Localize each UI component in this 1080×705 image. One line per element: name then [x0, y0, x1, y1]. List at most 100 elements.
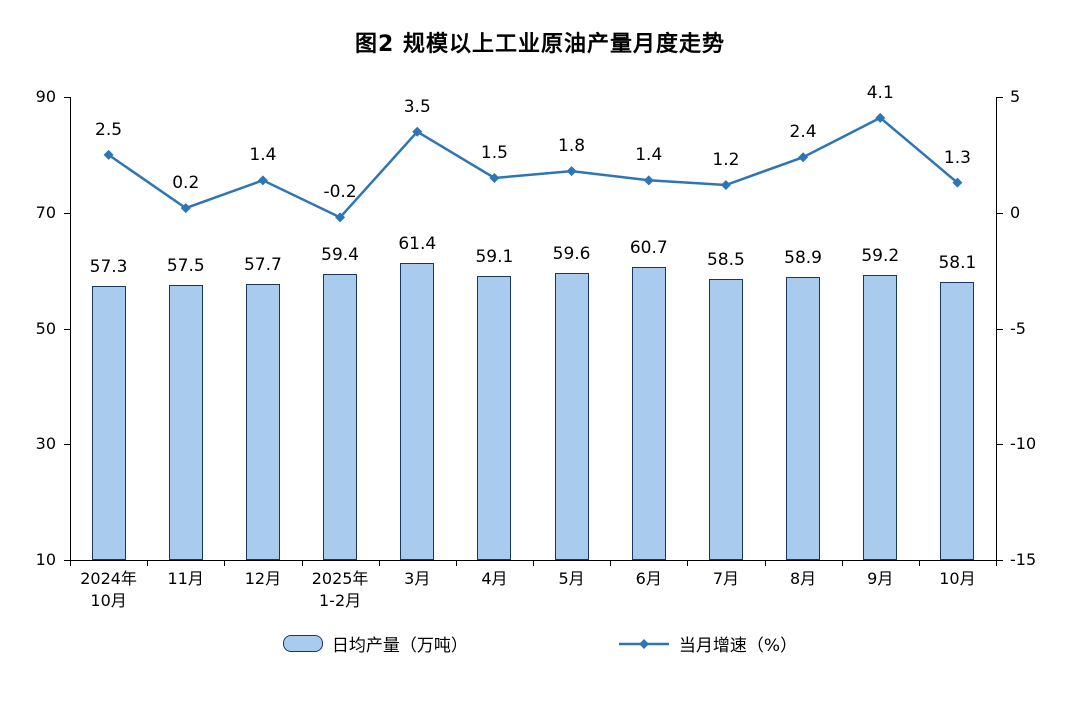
category-axis-tick [455, 561, 457, 566]
category-axis-tick [841, 561, 843, 566]
line-value-label: 1.3 [943, 147, 971, 168]
category-label: 3月 [379, 568, 456, 590]
line-value-label: 3.5 [403, 96, 431, 117]
line-marker-diamond-icon [103, 149, 114, 160]
bar-value-label: 60.7 [629, 237, 668, 258]
legend-item-line: 当月增速（%） [618, 631, 797, 656]
left-axis-line [70, 97, 71, 560]
line-value-label: 1.8 [558, 136, 586, 157]
legend-line-marker-icon [618, 638, 669, 649]
category-label: 6月 [610, 568, 687, 590]
category-label: 8月 [765, 568, 842, 590]
category-label-line: 10月 [939, 569, 976, 588]
right-axis-tick [997, 560, 1003, 561]
category-axis-tick [224, 561, 226, 566]
category-label-line: 9月 [867, 569, 894, 588]
right-axis-tick [997, 212, 1003, 214]
bar [400, 262, 435, 560]
left-axis-tick [64, 212, 70, 214]
category-label: 7月 [687, 568, 764, 590]
bar [245, 283, 280, 560]
legend-item-bar: 日均产量（万吨） [282, 631, 468, 656]
line-marker-diamond-icon [412, 126, 423, 137]
legend-bar-label: 日均产量（万吨） [331, 636, 468, 656]
line-marker-diamond-icon [566, 166, 577, 177]
line-value-label: 0.2 [172, 173, 200, 194]
bar-value-label: 57.3 [89, 257, 128, 278]
line-marker-diamond-icon [643, 175, 654, 186]
right-axis-tick [997, 328, 1003, 330]
chart-title: 图2 规模以上工业原油产量月度走势 [355, 32, 725, 57]
bar [708, 279, 743, 560]
bar [323, 274, 358, 560]
line-marker-diamond-icon [875, 112, 886, 123]
category-axis-tick [996, 561, 997, 566]
line-value-label: 4.1 [866, 82, 894, 103]
bar-value-label: 59.4 [321, 245, 359, 266]
bottom-axis-line [70, 560, 997, 561]
category-label: 12月 [224, 568, 301, 590]
category-label-line: 4月 [481, 569, 508, 588]
bar [863, 275, 898, 560]
right-axis-label: 0 [1010, 202, 1021, 222]
bar [940, 281, 975, 560]
bar-value-label: 57.5 [166, 256, 205, 277]
line-value-label: 1.5 [480, 143, 508, 164]
line-marker-diamond-icon [952, 177, 963, 188]
legend-line-label: 当月增速（%） [678, 636, 798, 656]
category-label-line: 1-2月 [319, 591, 362, 610]
category-axis-tick [764, 561, 766, 566]
category-label: 11月 [147, 568, 224, 590]
line-marker-diamond-icon [720, 179, 731, 190]
bar-value-label: 57.7 [243, 254, 282, 275]
category-label-line: 10月 [90, 591, 127, 610]
bar [477, 275, 512, 560]
category-axis-tick [70, 561, 71, 566]
category-axis-tick [610, 561, 612, 566]
category-label-line: 12月 [244, 569, 282, 588]
line-marker-diamond-icon [489, 173, 500, 184]
line-marker-diamond-icon [257, 175, 268, 186]
left-axis-tick [64, 560, 70, 561]
line-value-label: 1.2 [712, 149, 740, 170]
legend-bar-swatch-icon [282, 635, 323, 652]
line-marker-diamond-icon [335, 212, 346, 223]
category-label: 2024年 10月 [70, 568, 147, 612]
line-value-label: -0.2 [323, 182, 357, 203]
category-label: 2025年 1-2月 [302, 568, 379, 612]
line-value-label: 1.4 [249, 145, 277, 166]
category-label-line: 3月 [404, 569, 431, 588]
bar-value-label: 59.6 [552, 243, 591, 264]
category-axis-tick [301, 561, 303, 566]
line-value-label: 1.4 [635, 145, 663, 166]
line-marker-diamond-icon [180, 203, 191, 214]
category-axis-tick [533, 561, 534, 566]
category-label-line: 6月 [635, 569, 662, 588]
category-axis-tick [687, 561, 689, 566]
left-axis-tick [64, 444, 70, 446]
category-axis-tick [147, 561, 149, 566]
bar-value-label: 59.2 [861, 246, 900, 267]
line-marker-diamond-icon [798, 152, 809, 163]
right-axis-tick [997, 97, 1003, 98]
category-label-line: 11月 [167, 569, 204, 588]
right-axis-label: -5 [1010, 318, 1026, 338]
right-axis-label: -10 [1010, 434, 1037, 454]
category-label: 4月 [456, 568, 533, 590]
line-path [107, 116, 959, 219]
bar [91, 286, 126, 560]
category-axis-tick [378, 561, 380, 566]
bar [631, 266, 666, 560]
left-axis-tick [64, 328, 70, 330]
left-axis-label: 90 [35, 87, 56, 106]
bar-value-label: 58.1 [938, 252, 977, 273]
line-value-label: 2.5 [95, 119, 123, 140]
bar [168, 285, 203, 560]
right-axis-label: -15 [1010, 550, 1037, 569]
bar [554, 272, 589, 560]
legend: 日均产量（万吨） 当月增速（%） [0, 631, 1080, 656]
category-axis-tick [918, 561, 920, 566]
category-label-line: 2025年 [311, 569, 369, 588]
